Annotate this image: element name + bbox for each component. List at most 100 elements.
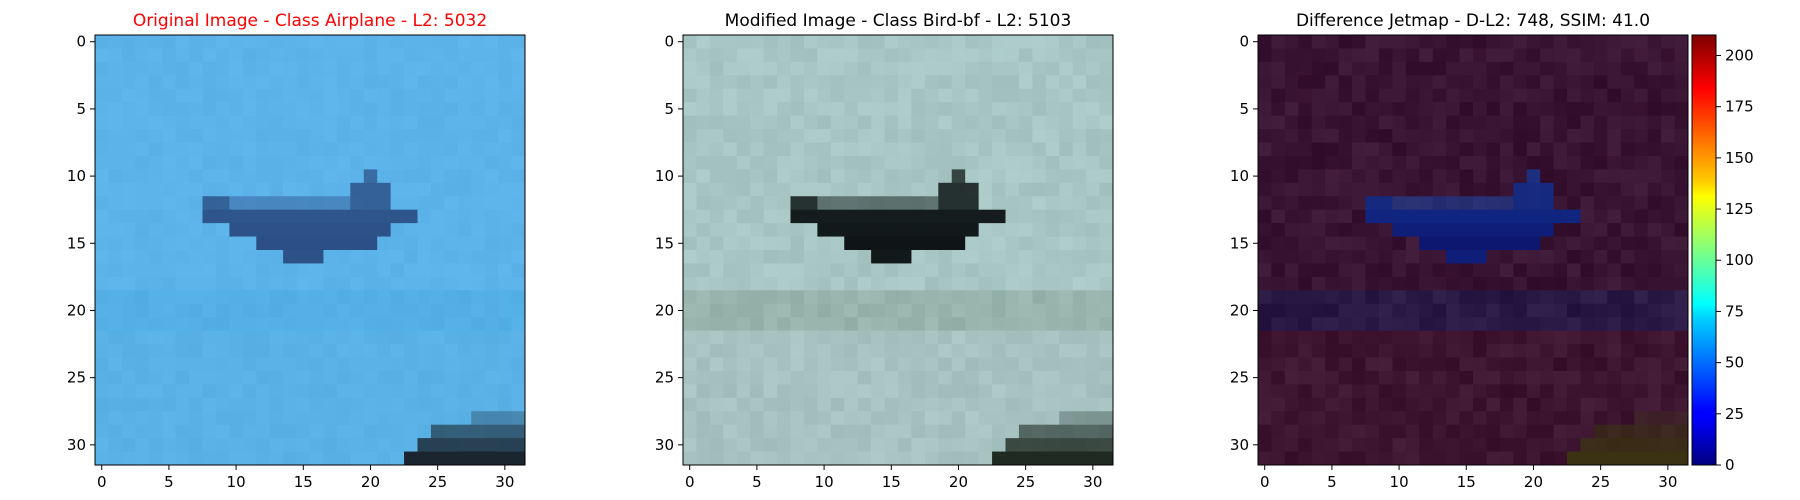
heatmap-cell <box>1072 344 1087 358</box>
heatmap-cell <box>1045 155 1060 170</box>
heatmap-cell <box>965 384 980 399</box>
heatmap-cell <box>323 115 338 130</box>
heatmap-cell <box>148 424 163 439</box>
heatmap-cell <box>1647 344 1662 358</box>
heatmap-cell <box>350 88 365 103</box>
heatmap-cell <box>229 357 244 372</box>
heatmap-cell <box>965 209 980 224</box>
heatmap-cell <box>215 344 230 358</box>
heatmap-cell <box>1284 411 1299 426</box>
heatmap-cell <box>1086 438 1101 453</box>
heatmap-cell <box>1365 344 1380 358</box>
heatmap-cell <box>1499 424 1514 439</box>
heatmap-cell <box>269 370 284 385</box>
heatmap-cell <box>336 182 351 197</box>
heatmap-cell <box>1365 48 1380 63</box>
heatmap-cell <box>1298 263 1313 278</box>
heatmap-cell <box>484 344 499 358</box>
heatmap-cell <box>444 424 459 439</box>
heatmap-cell <box>189 263 203 278</box>
heatmap-cell <box>390 357 405 372</box>
heatmap-cell <box>1392 290 1407 305</box>
heatmap-cell <box>817 276 832 291</box>
heatmap-cell <box>1486 75 1501 90</box>
heatmap-cell <box>323 48 338 63</box>
heatmap-cell <box>1325 411 1340 426</box>
heatmap-cell <box>283 196 298 211</box>
heatmap-cell <box>162 411 177 426</box>
heatmap-cell <box>95 115 109 130</box>
heatmap-cell <box>296 438 311 453</box>
heatmap-cell <box>1284 290 1299 305</box>
heatmap-cell <box>498 303 513 318</box>
heatmap-cell <box>1446 155 1461 170</box>
heatmap-cell <box>777 61 791 76</box>
heatmap-cell <box>310 129 324 143</box>
heatmap-cell <box>924 424 939 439</box>
heatmap-cell <box>1593 88 1608 103</box>
heatmap-cell <box>498 102 513 117</box>
heatmap-cell <box>924 276 939 291</box>
heatmap-cell <box>1072 196 1087 211</box>
heatmap-cell <box>844 236 859 251</box>
heatmap-cell <box>310 384 324 399</box>
heatmap-cell <box>1661 411 1676 426</box>
heatmap-cell <box>1392 344 1407 358</box>
heatmap-cell <box>1580 344 1595 358</box>
heatmap-cell <box>242 357 257 372</box>
heatmap-cell <box>1419 155 1434 170</box>
x-tick-label: 5 <box>752 473 762 491</box>
heatmap-cell <box>763 330 778 345</box>
heatmap-cell <box>844 290 859 305</box>
heatmap-cell <box>1513 438 1528 453</box>
heatmap-cell <box>215 438 230 453</box>
heatmap-cell <box>1045 35 1060 49</box>
heatmap-cell <box>215 129 230 143</box>
heatmap-cell <box>817 48 832 63</box>
heatmap-cell <box>215 384 230 399</box>
heatmap-cell <box>736 424 751 439</box>
heatmap-cell <box>1271 276 1286 291</box>
heatmap-cell <box>175 290 190 305</box>
heatmap-cell <box>1298 276 1313 291</box>
heatmap-cell <box>871 357 886 372</box>
heatmap-cell <box>1258 451 1272 466</box>
heatmap-cell <box>1325 344 1340 358</box>
heatmap-cell <box>898 169 912 184</box>
heatmap-cell <box>1446 48 1461 63</box>
heatmap-cell <box>1446 290 1461 305</box>
heatmap-cell <box>951 290 966 305</box>
heatmap-cell <box>1473 61 1487 76</box>
heatmap-cell <box>108 155 123 170</box>
heatmap-cell <box>709 438 724 453</box>
heatmap-cell <box>978 35 993 49</box>
heatmap-cell <box>229 182 244 197</box>
heatmap-cell <box>992 370 1006 385</box>
heatmap-cell <box>256 236 271 251</box>
heatmap-cell <box>723 196 738 211</box>
heatmap-cell <box>363 317 378 332</box>
heatmap-cell <box>511 223 526 238</box>
heatmap-cell <box>1674 250 1689 264</box>
heatmap-cell <box>189 196 203 211</box>
heatmap-cell <box>1352 182 1366 197</box>
heatmap-cell <box>777 75 791 90</box>
heatmap-cell <box>696 330 711 345</box>
heatmap-cell <box>938 424 953 439</box>
heatmap-cell <box>296 317 311 332</box>
heatmap-cell <box>135 169 150 184</box>
heatmap-cell <box>1432 250 1447 264</box>
x-tick-label: 30 <box>1658 473 1677 491</box>
heatmap-cell <box>938 48 953 63</box>
heatmap-cell <box>777 209 791 224</box>
heatmap-cell <box>911 48 926 63</box>
heatmap-cell <box>377 357 392 372</box>
heatmap-cell <box>803 250 818 264</box>
heatmap-cell <box>938 196 953 211</box>
heatmap-cell <box>310 115 324 130</box>
heatmap-cell <box>323 236 338 251</box>
heatmap-cell <box>736 344 751 358</box>
heatmap-cell <box>1258 330 1272 345</box>
heatmap-cell <box>830 102 845 117</box>
heatmap-cell <box>444 236 459 251</box>
